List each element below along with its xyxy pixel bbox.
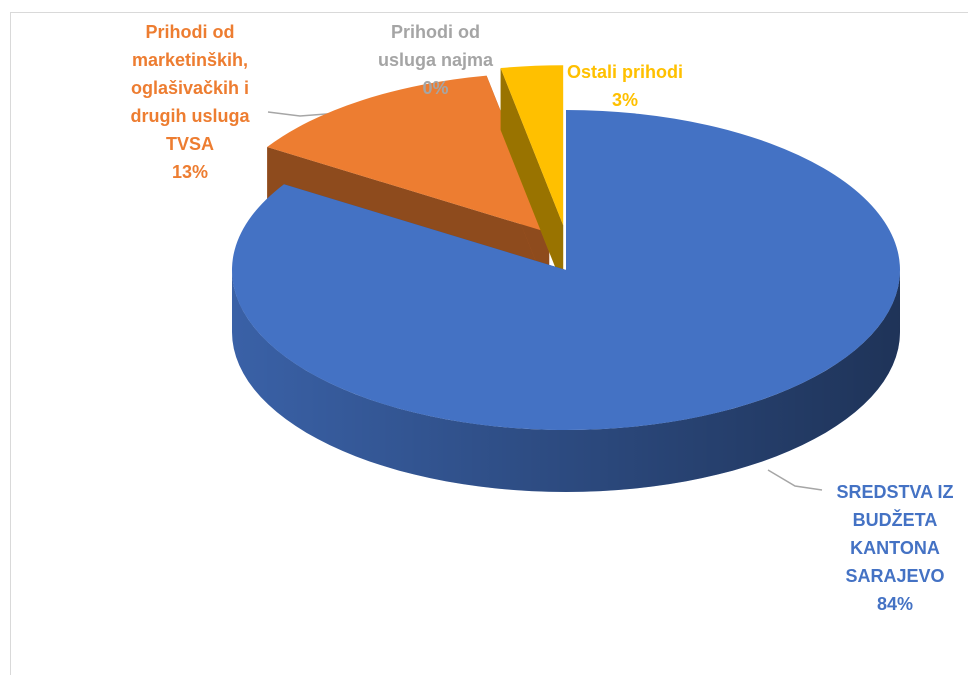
- value-label: 84%: [876, 594, 914, 614]
- value-label: 0%: [422, 78, 449, 98]
- data-label: Prihodi od marketinških, oglašivačkih i …: [110, 18, 270, 186]
- slice-wall-shade: [500, 68, 564, 288]
- slice: [267, 75, 550, 233]
- category-name: Ostali prihodi: [566, 62, 683, 82]
- category-name: SREDSTVA IZ BUDŽETA KANTONA SARAJEVO: [836, 482, 954, 586]
- data-label: Ostali prihodi 3%: [545, 58, 705, 114]
- category-name: Prihodi od usluga najma: [377, 22, 494, 70]
- data-label: Prihodi od usluga najma 0%: [368, 18, 503, 102]
- slice-side-shade: [232, 270, 900, 492]
- category-name: Prihodi od marketinških, oglašivačkih i …: [130, 22, 250, 154]
- data-label: SREDSTVA IZ BUDŽETA KANTONA SARAJEVO 84%: [820, 478, 968, 618]
- leader-line: [767, 469, 823, 491]
- slice-wall: [500, 68, 564, 288]
- chart-frame: [10, 12, 968, 675]
- slice: [500, 65, 564, 226]
- value-label: 13%: [171, 162, 209, 182]
- value-label: 3%: [611, 90, 638, 110]
- slice: [231, 110, 900, 430]
